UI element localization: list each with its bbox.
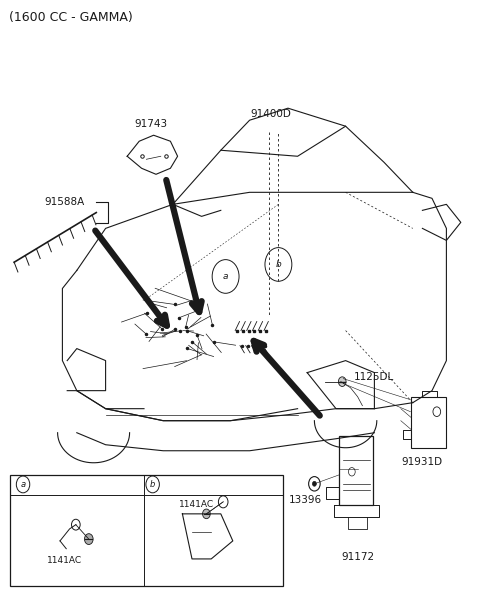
Bar — [10, 475, 283, 586]
Circle shape — [84, 534, 93, 545]
Text: 91743: 91743 — [134, 119, 168, 129]
Text: 91931D: 91931D — [402, 457, 443, 467]
Text: a: a — [223, 272, 228, 281]
Text: (1600 CC - GAMMA): (1600 CC - GAMMA) — [9, 11, 132, 24]
Text: 91400D: 91400D — [251, 109, 292, 119]
Text: 1125DL: 1125DL — [354, 373, 395, 382]
Text: 91588A: 91588A — [45, 197, 85, 207]
Text: 91172: 91172 — [341, 552, 374, 562]
Text: 13396: 13396 — [289, 495, 323, 505]
Text: b: b — [276, 260, 281, 269]
Text: a: a — [21, 480, 25, 489]
Bar — [411, 397, 446, 448]
Circle shape — [338, 377, 346, 386]
Text: 1141AC: 1141AC — [47, 556, 83, 565]
Circle shape — [312, 481, 316, 486]
Text: 1141AC: 1141AC — [179, 500, 215, 509]
Circle shape — [203, 509, 210, 519]
Text: b: b — [150, 480, 156, 489]
Bar — [339, 436, 373, 505]
